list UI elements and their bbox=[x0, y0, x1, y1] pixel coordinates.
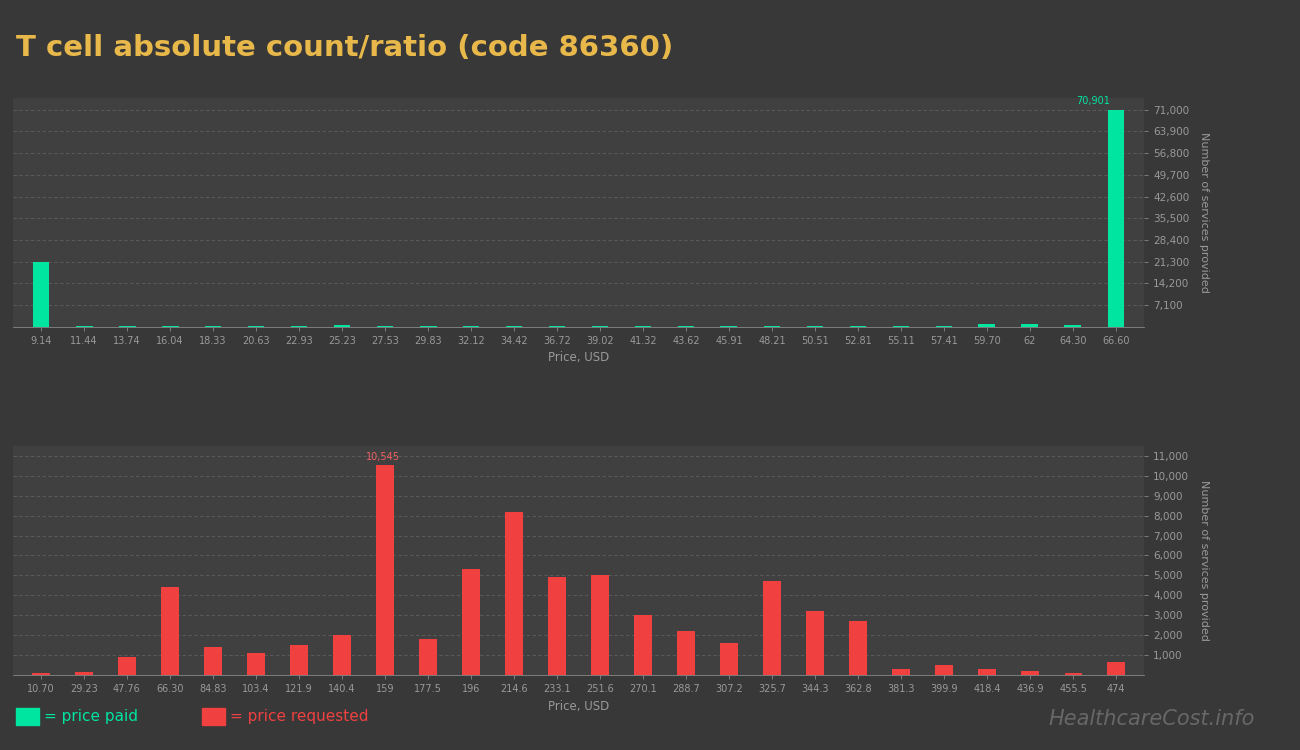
Bar bbox=[1108, 110, 1124, 327]
Bar bbox=[1065, 673, 1082, 675]
Bar bbox=[118, 326, 135, 327]
Bar bbox=[1022, 324, 1039, 327]
Bar bbox=[763, 326, 780, 327]
Text: 10,545: 10,545 bbox=[365, 452, 399, 462]
Y-axis label: Number of services provided: Number of services provided bbox=[1199, 132, 1209, 292]
Bar bbox=[420, 639, 437, 675]
Bar bbox=[763, 581, 781, 675]
Bar bbox=[849, 621, 867, 675]
X-axis label: Price, USD: Price, USD bbox=[547, 700, 610, 712]
Bar bbox=[979, 324, 996, 327]
Text: HealthcareCost.info: HealthcareCost.info bbox=[1048, 709, 1254, 729]
Bar bbox=[892, 669, 910, 675]
Bar bbox=[333, 635, 351, 675]
Bar bbox=[806, 611, 824, 675]
Bar bbox=[979, 669, 996, 675]
Y-axis label: Number of services provided: Number of services provided bbox=[1199, 480, 1209, 640]
Bar bbox=[204, 647, 221, 675]
Bar bbox=[936, 665, 953, 675]
Bar bbox=[75, 673, 92, 675]
Bar bbox=[592, 575, 608, 675]
Bar bbox=[376, 465, 394, 675]
Bar bbox=[1022, 671, 1039, 675]
Bar bbox=[1065, 326, 1082, 327]
Bar bbox=[377, 326, 394, 327]
Bar bbox=[161, 587, 178, 675]
Text: = price paid: = price paid bbox=[44, 709, 138, 724]
Bar bbox=[290, 645, 308, 675]
Bar bbox=[463, 569, 480, 675]
Text: = price requested: = price requested bbox=[230, 709, 369, 724]
Bar bbox=[247, 653, 265, 675]
Bar bbox=[549, 578, 566, 675]
Bar bbox=[506, 512, 523, 675]
Bar bbox=[32, 674, 49, 675]
Bar bbox=[118, 657, 135, 675]
Bar bbox=[334, 325, 351, 327]
Bar bbox=[32, 262, 49, 327]
X-axis label: Price, USD: Price, USD bbox=[547, 351, 610, 364]
Bar bbox=[720, 643, 737, 675]
Bar bbox=[634, 615, 651, 675]
Bar bbox=[1108, 662, 1124, 675]
Text: 70,901: 70,901 bbox=[1076, 96, 1110, 106]
Bar bbox=[677, 632, 694, 675]
Text: T cell absolute count/ratio (code 86360): T cell absolute count/ratio (code 86360) bbox=[16, 34, 673, 62]
